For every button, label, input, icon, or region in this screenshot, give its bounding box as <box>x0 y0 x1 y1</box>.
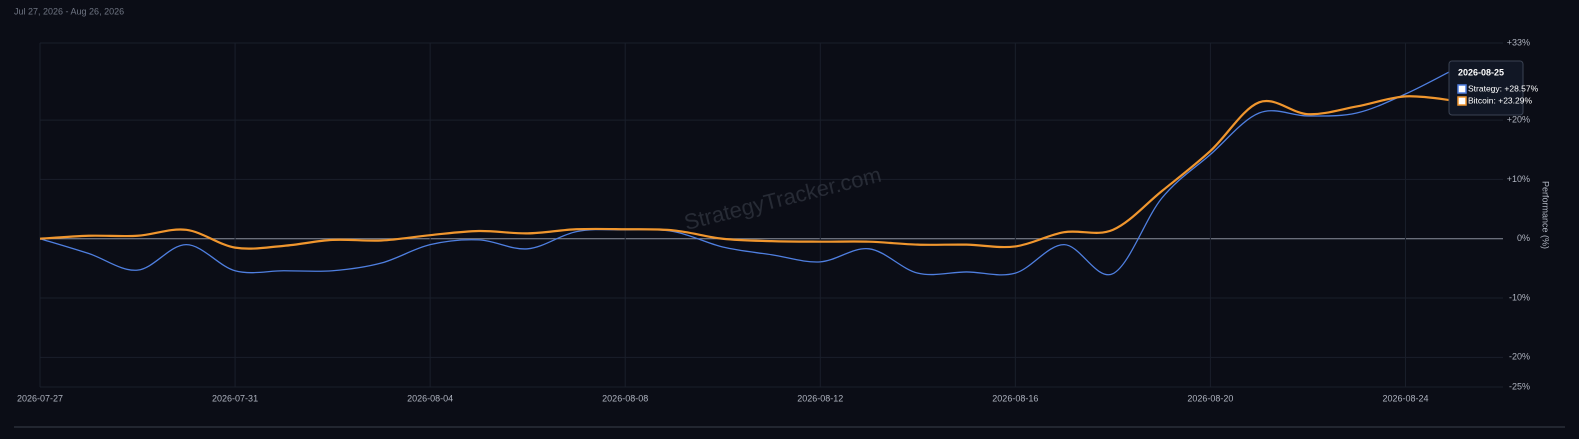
tooltip-swatch <box>1457 96 1467 106</box>
x-tick-label: 2026-07-31 <box>212 393 258 403</box>
series-line <box>39 95 1455 250</box>
y-tick-label: -25% <box>1509 381 1530 391</box>
x-tick-label: 2026-08-16 <box>992 393 1038 403</box>
x-tick-label: 2026-08-24 <box>1382 393 1428 403</box>
x-tick-label: 2026-08-04 <box>407 393 453 403</box>
tooltip-swatch <box>1457 84 1467 94</box>
tooltip-line: Strategy: +28.57% <box>1468 83 1539 93</box>
tooltip-box <box>1448 60 1524 116</box>
y-tick-label: 0% <box>1517 233 1530 243</box>
y-tick-label: +33% <box>1507 37 1530 47</box>
x-tick-label: 2026-08-12 <box>797 393 843 403</box>
y-tick-label: +10% <box>1507 174 1530 184</box>
tooltip-title: 2026-08-25 <box>1458 67 1504 77</box>
series-line <box>39 68 1455 276</box>
x-tick-label: 2026-07-27 <box>17 393 63 403</box>
tooltip-line: Bitcoin: +23.29% <box>1468 95 1532 105</box>
y-tick-label: +20% <box>1507 114 1530 124</box>
date-range: Jul 27, 2026 - Aug 26, 2026 <box>14 6 124 16</box>
y-axis-label: Performance (%) <box>1541 181 1551 249</box>
x-tick-label: 2026-08-20 <box>1187 393 1233 403</box>
tooltip: 2026-08-25 Strategy: +28.57% Bitcoin: +23.… <box>1448 60 1539 116</box>
x-tick-label: 2026-08-08 <box>602 393 648 403</box>
y-tick-label: -10% <box>1509 292 1530 302</box>
y-tick-label: -20% <box>1509 352 1530 362</box>
